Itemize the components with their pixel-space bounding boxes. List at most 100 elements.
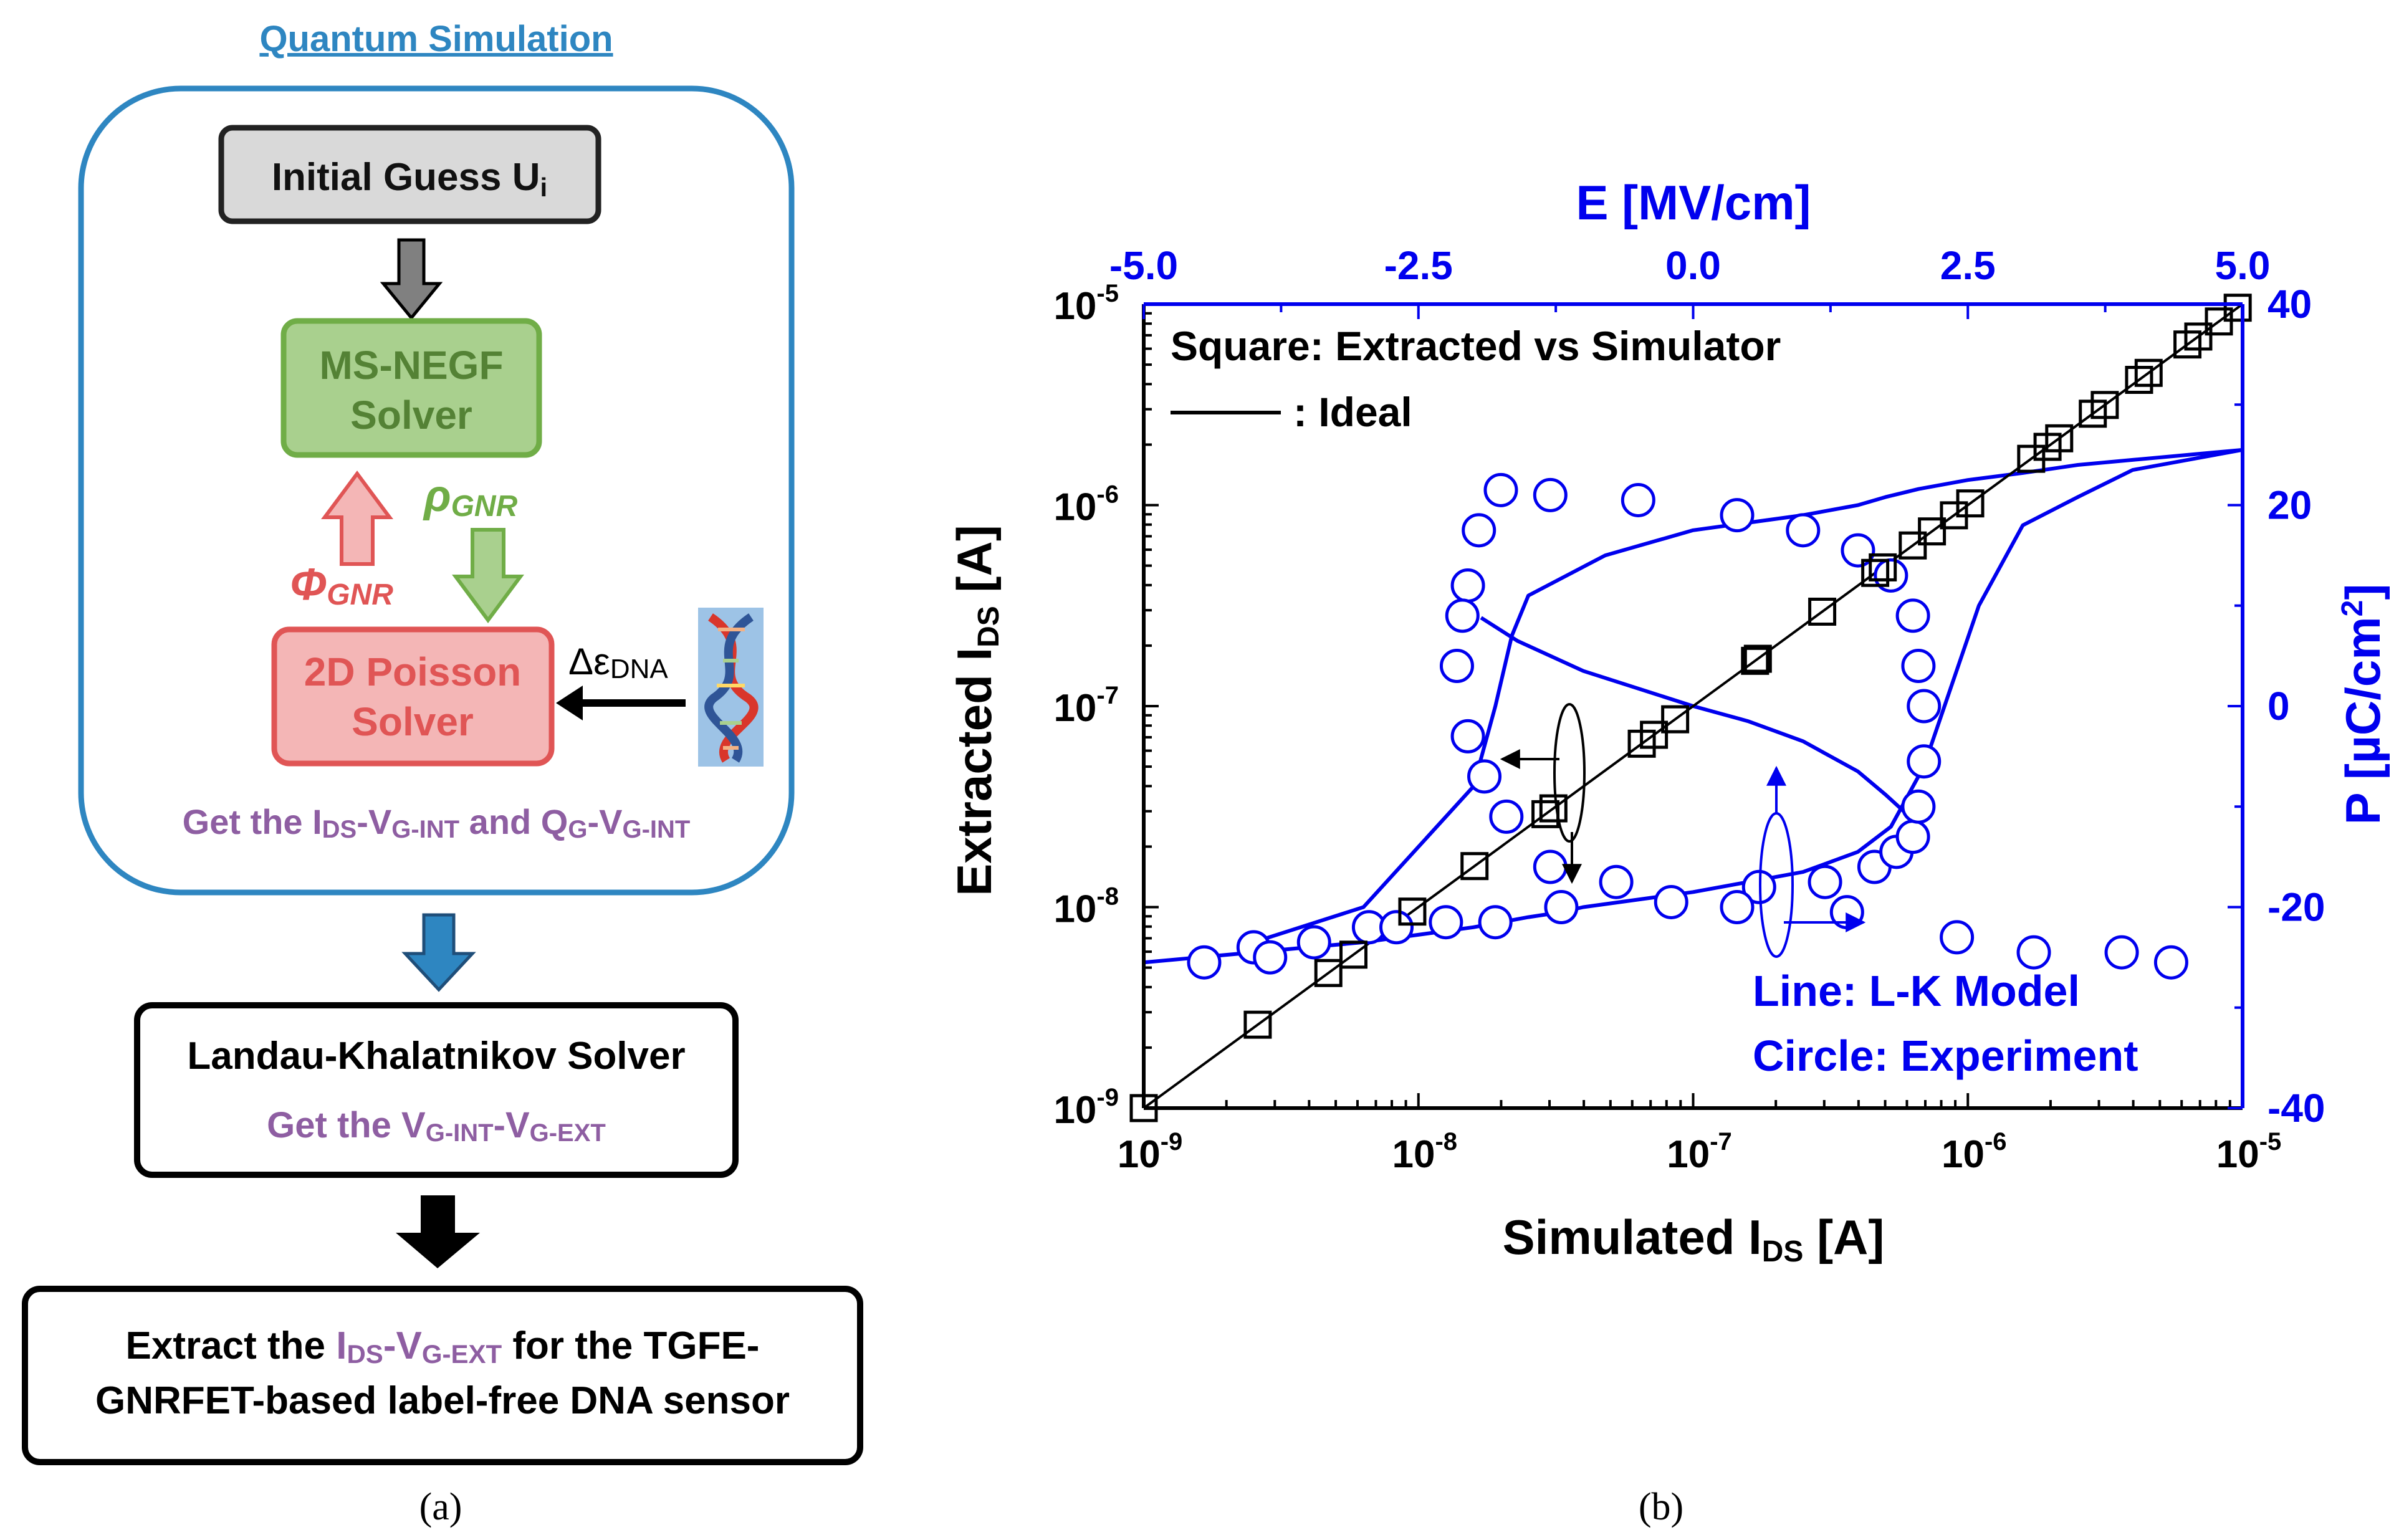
- square-marker: [1808, 597, 1837, 626]
- top-tick-label: -2.5: [1384, 243, 1453, 288]
- square-marker: [1869, 553, 1897, 581]
- square-marker: [1243, 1010, 1272, 1039]
- square-marker: [1539, 794, 1568, 823]
- initial-guess-label: Initial Guess Ui: [272, 156, 547, 202]
- square-marker: [2125, 366, 2153, 395]
- top-tick-label: -5.0: [1109, 243, 1178, 288]
- quantum-simulation-title: Quantum Simulation: [259, 19, 613, 59]
- phi-up-arrow-icon: [321, 470, 393, 566]
- experiment-circle: [1720, 890, 1755, 924]
- experiment-circle: [1253, 940, 1288, 975]
- x-axis-title: Simulated IDS [A]: [1503, 1210, 1885, 1268]
- right-tick-label: -20: [2268, 885, 2325, 930]
- y-tick-label: 10-6: [1053, 481, 1119, 529]
- experiment-circle: [1544, 890, 1579, 924]
- square-marker: [1861, 558, 1890, 587]
- experiment-circle: [1489, 799, 1524, 834]
- square-marker: [2184, 322, 2213, 351]
- dna-helix-icon: [698, 608, 764, 767]
- delta-eps-dna-label: ΔεDNA: [568, 641, 668, 684]
- experiment-circle: [1786, 513, 1821, 548]
- right-axis-indicator: [1759, 765, 1866, 958]
- dna-input-arrow-icon: [556, 686, 583, 720]
- experiment-circle: [1901, 789, 1936, 824]
- get-ids-qg-label: Get the IDS-VG-INT and QG-VG-INT: [183, 802, 691, 843]
- tick-marks: [1142, 303, 2244, 1109]
- square-marker: [1661, 705, 1690, 734]
- x-tick-label: 10-9: [1118, 1128, 1183, 1176]
- panel-a: Quantum Simulation Initial Guess Ui MS-N…: [22, 19, 863, 1528]
- experiment-circle: [1439, 649, 1474, 683]
- experiment-circle: [1445, 598, 1480, 633]
- y-tick-label: 10-7: [1053, 682, 1119, 730]
- experiment-circle: [1901, 649, 1936, 683]
- experiment-circle: [1940, 920, 1975, 955]
- experiment-circle: [1599, 864, 1634, 899]
- experiment-circle: [1467, 759, 1502, 794]
- square-marker: [2090, 391, 2119, 419]
- legend-lk-text: Line: L-K Model: [1753, 967, 2080, 1015]
- legend-square-text: Square: Extracted vs Simulator: [1171, 323, 1781, 369]
- legend-circle-text: Circle: Experiment: [1753, 1031, 2138, 1080]
- extract-label-line1: Extract the IDS-VG-EXT for the TGFE-: [126, 1324, 760, 1369]
- experiment-circle: [1462, 513, 1497, 548]
- square-marker: [2223, 294, 2252, 322]
- experiment-circle: [1533, 477, 1568, 512]
- gray-down-arrow-icon: [380, 238, 443, 320]
- y-tick-label: 10-8: [1053, 883, 1119, 931]
- lk-solver-box: [134, 1002, 739, 1178]
- legend-ideal-text: : Ideal: [1293, 389, 1412, 435]
- tick-labels: 10-9 10-8 10-7 10-6 10-5 10-9 10-8 10-7 10-6 10-5…: [1053, 243, 2325, 1176]
- square-marker: [1460, 852, 1489, 881]
- experiment-circle: [1478, 905, 1513, 940]
- experiment-circle: [1533, 849, 1568, 884]
- poisson-label-line1: 2D Poisson: [304, 649, 522, 694]
- experiment-circle: [1654, 884, 1688, 919]
- experiment-circle: [1895, 598, 1930, 633]
- experiment-circle: [1874, 558, 1908, 593]
- extract-label-line2: GNRFET-based label-free DNA sensor: [95, 1379, 790, 1422]
- lk-solver-title: Landau-Khalatnikov Solver: [187, 1035, 685, 1078]
- square-marker: [2173, 330, 2202, 359]
- x-tick-label: 10-7: [1667, 1128, 1732, 1176]
- square-marker: [1741, 646, 1769, 675]
- experiment-circle: [1895, 820, 1930, 854]
- x-tick-label: 10-8: [1392, 1128, 1457, 1176]
- experiment-circle: [1907, 689, 1942, 724]
- experiment-circle: [1450, 568, 1485, 603]
- square-marker: [1398, 897, 1427, 926]
- experiment-circle: [1379, 910, 1414, 945]
- experiment-circle: [1808, 864, 1842, 899]
- right-tick-label: 40: [2268, 282, 2312, 327]
- ms-negf-label-line1: MS-NEGF: [319, 343, 503, 388]
- square-marker: [1956, 489, 1985, 518]
- ms-negf-solver-box: [280, 318, 542, 458]
- x-tick-label: 10-5: [2216, 1128, 2282, 1176]
- black-down-arrow-icon: [396, 1195, 480, 1268]
- experiment-circle: [1483, 472, 1518, 507]
- square-marker: [1640, 720, 1669, 749]
- top-tick-label: 2.5: [1940, 243, 1996, 288]
- top-tick-label: 5.0: [2215, 243, 2271, 288]
- experiment-circle: [1720, 498, 1755, 533]
- caption-b: (b): [1639, 1486, 1683, 1528]
- square-marker: [2045, 424, 2074, 452]
- square-marker: [2134, 358, 2163, 387]
- experiment-circle: [1296, 925, 1331, 960]
- experiment-circle: [2016, 935, 2051, 970]
- experiment-circle: [1621, 482, 1655, 517]
- phi-gnr-label: ΦGNR: [290, 560, 393, 611]
- experiment-circle: [1907, 744, 1942, 779]
- right-tick-label: 0: [2268, 684, 2290, 729]
- rho-down-arrow-icon: [452, 528, 524, 624]
- ms-negf-label-line2: Solver: [350, 393, 472, 438]
- square-marker: [1743, 644, 1772, 673]
- x-tick-label: 10-6: [1942, 1128, 2007, 1176]
- left-axis-indicator: [1500, 703, 1586, 884]
- blue-down-arrow-icon: [401, 913, 476, 992]
- rho-gnr-label: ρGNR: [423, 471, 518, 523]
- lk-model-negative-branch: [1480, 616, 1906, 813]
- experiment-circle: [1450, 719, 1485, 753]
- top-tick-label: 0.0: [1665, 243, 1721, 288]
